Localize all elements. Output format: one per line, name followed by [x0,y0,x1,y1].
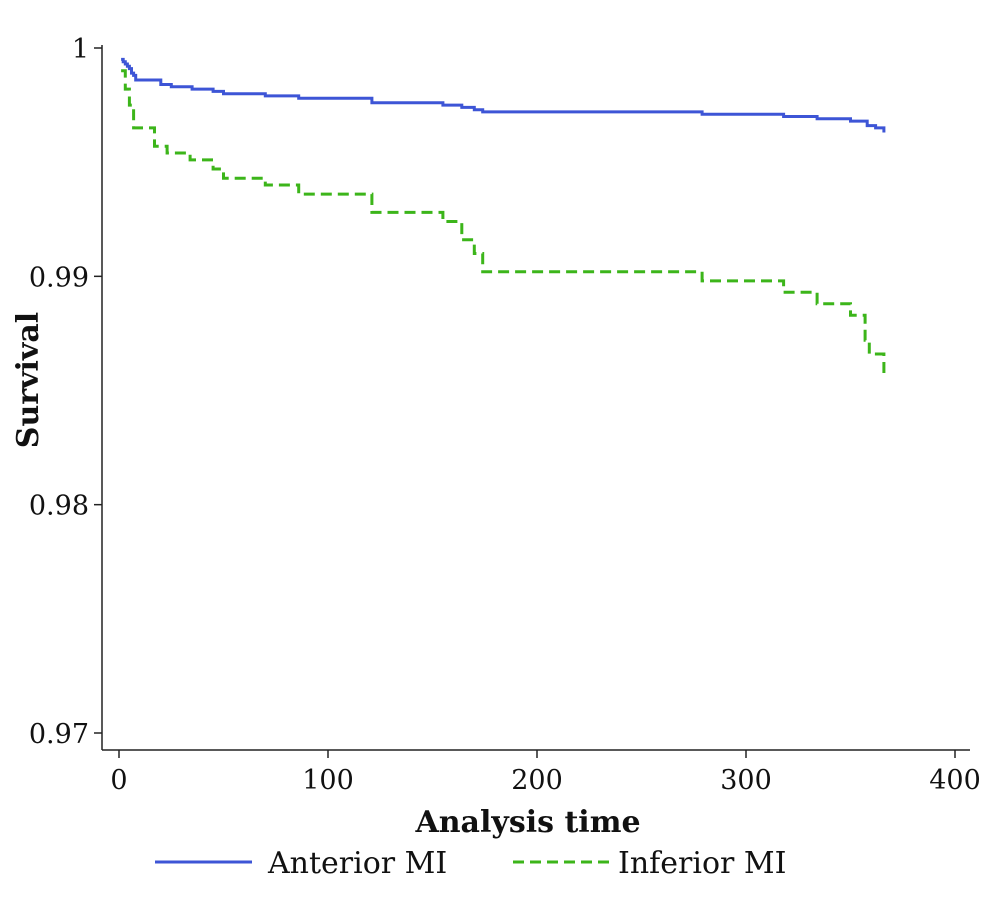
series-line-inferior-mi [121,69,886,377]
x-tick-label: 300 [720,765,772,796]
series-line-anterior-mi [121,57,886,133]
x-tick-label: 100 [302,765,354,796]
legend-label: Inferior MI [618,846,786,881]
axes [101,45,970,751]
ticks: 0 100 200 300 400 0.97 0.98 0.99 1 [29,34,981,796]
legend-label: Anterior MI [267,846,447,881]
series-layer [121,57,886,377]
x-tick-label: 400 [929,765,981,796]
x-tick-label: 0 [110,765,127,796]
y-tick-label: 1 [72,34,89,65]
legend: Anterior MI Inferior MI [155,846,786,881]
x-axis-title: Analysis time [414,805,640,840]
y-axis-title: Survival [11,312,46,448]
y-tick-label: 0.98 [29,491,89,522]
x-tick-label: 200 [511,765,563,796]
y-tick-label: 0.97 [29,719,89,750]
y-tick-label: 0.99 [29,262,89,293]
